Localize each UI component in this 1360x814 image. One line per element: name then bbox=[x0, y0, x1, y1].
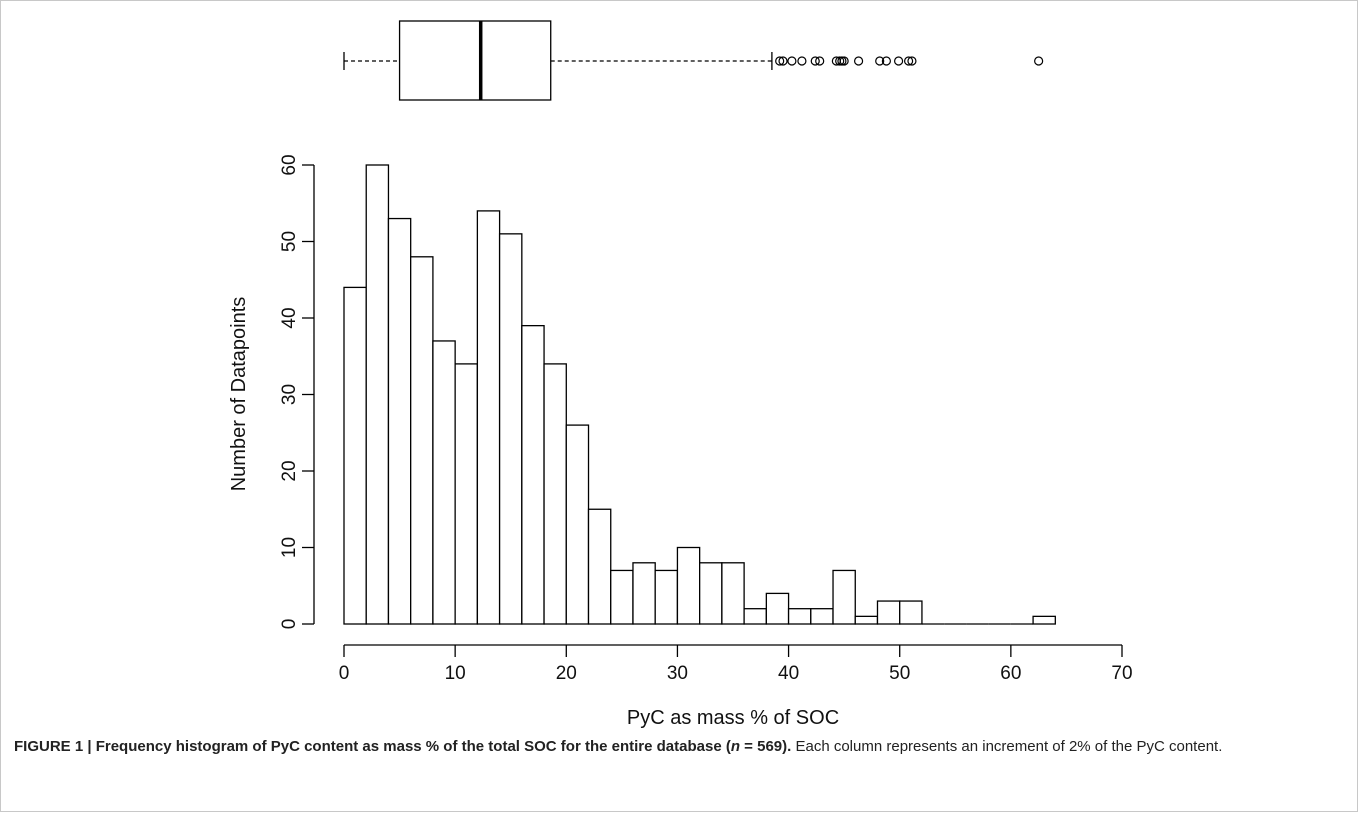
boxplot-outlier bbox=[894, 56, 904, 66]
histogram-bar bbox=[610, 569, 634, 625]
boxplot-outlier bbox=[797, 56, 807, 66]
y-tick-label: 10 bbox=[279, 537, 300, 558]
histogram-chart: 0 10 20 30 40 50 60 0 10 20 30 40 50 60 70 Number of … bbox=[228, 20, 1133, 729]
boxplot-outlier bbox=[881, 56, 891, 66]
boxplot-outlier bbox=[853, 56, 864, 66]
x-tick-label: 30 bbox=[667, 663, 688, 684]
boxplot-outlier bbox=[775, 56, 785, 66]
histogram-bar bbox=[565, 424, 590, 625]
histogram-bar bbox=[854, 615, 879, 625]
boxplot-outlier bbox=[839, 56, 849, 66]
histogram-bar bbox=[1032, 615, 1056, 625]
y-tick-label: 20 bbox=[279, 460, 300, 481]
histogram-bar bbox=[521, 324, 545, 625]
boxplot-outlier bbox=[810, 56, 820, 66]
x-axis-label: PyC as mass % of SOC bbox=[627, 707, 839, 729]
x-tick-label: 50 bbox=[889, 663, 910, 684]
boxplot-outlier bbox=[875, 56, 885, 66]
boxplot-outlier bbox=[907, 56, 917, 66]
x-tick-label: 0 bbox=[339, 663, 350, 684]
y-tick-label: 30 bbox=[279, 384, 300, 405]
histogram-bar bbox=[876, 600, 901, 625]
histogram-bar bbox=[343, 286, 367, 625]
x-tick-label: 60 bbox=[1000, 663, 1021, 684]
histogram-bar bbox=[498, 233, 523, 625]
y-axis: 0 10 20 30 40 50 60 bbox=[279, 154, 315, 630]
x-axis: 0 10 20 30 40 50 60 70 bbox=[339, 644, 1133, 684]
boxplot-box bbox=[398, 20, 552, 101]
histogram-bar bbox=[787, 608, 812, 625]
histogram-bar bbox=[832, 569, 856, 625]
boxplot-outlier bbox=[815, 56, 825, 66]
y-tick-label: 0 bbox=[279, 619, 300, 630]
histogram-bar bbox=[654, 569, 679, 625]
boxplot-outlier bbox=[778, 56, 788, 66]
histogram-bar bbox=[699, 562, 723, 625]
histogram-bar bbox=[476, 210, 501, 625]
y-tick-label: 60 bbox=[279, 154, 300, 175]
x-tick-label: 40 bbox=[778, 663, 799, 684]
histogram-bars bbox=[343, 164, 1056, 625]
boxplot bbox=[343, 20, 1044, 101]
histogram-bar bbox=[676, 546, 701, 625]
x-tick-label: 20 bbox=[556, 663, 577, 684]
histogram-bar bbox=[810, 608, 834, 625]
histogram-bar bbox=[410, 256, 434, 625]
histogram-bar bbox=[721, 562, 745, 625]
histogram-bar bbox=[587, 508, 612, 625]
caption-body: Each column represents an increment of 2… bbox=[791, 738, 1223, 755]
caption-n-symbol: n bbox=[730, 738, 741, 755]
caption-label: FIGURE 1 | Frequency histogram of PyC co… bbox=[14, 738, 731, 755]
histogram-bar bbox=[899, 600, 923, 625]
histogram-bar bbox=[743, 608, 767, 625]
x-tick-label: 70 bbox=[1111, 663, 1132, 684]
y-tick-label: 50 bbox=[279, 231, 300, 252]
histogram-bar bbox=[387, 217, 412, 625]
boxplot-outlier bbox=[904, 56, 914, 66]
x-tick-label: 10 bbox=[445, 663, 466, 684]
histogram-bar bbox=[543, 363, 567, 625]
histogram-bar bbox=[432, 340, 456, 625]
figure-caption: FIGURE 1 | Frequency histogram of PyC co… bbox=[14, 736, 1344, 757]
histogram-bar bbox=[765, 592, 790, 625]
boxplot-outlier bbox=[1034, 56, 1044, 66]
y-axis-label: Number of Datapoints bbox=[228, 297, 250, 492]
histogram-bar bbox=[632, 562, 656, 625]
histogram-bar bbox=[454, 363, 479, 625]
histogram-bar bbox=[365, 164, 390, 625]
y-tick-label: 40 bbox=[279, 307, 300, 328]
boxplot-outlier bbox=[787, 56, 797, 66]
caption-n-value: = 569). bbox=[740, 738, 792, 755]
